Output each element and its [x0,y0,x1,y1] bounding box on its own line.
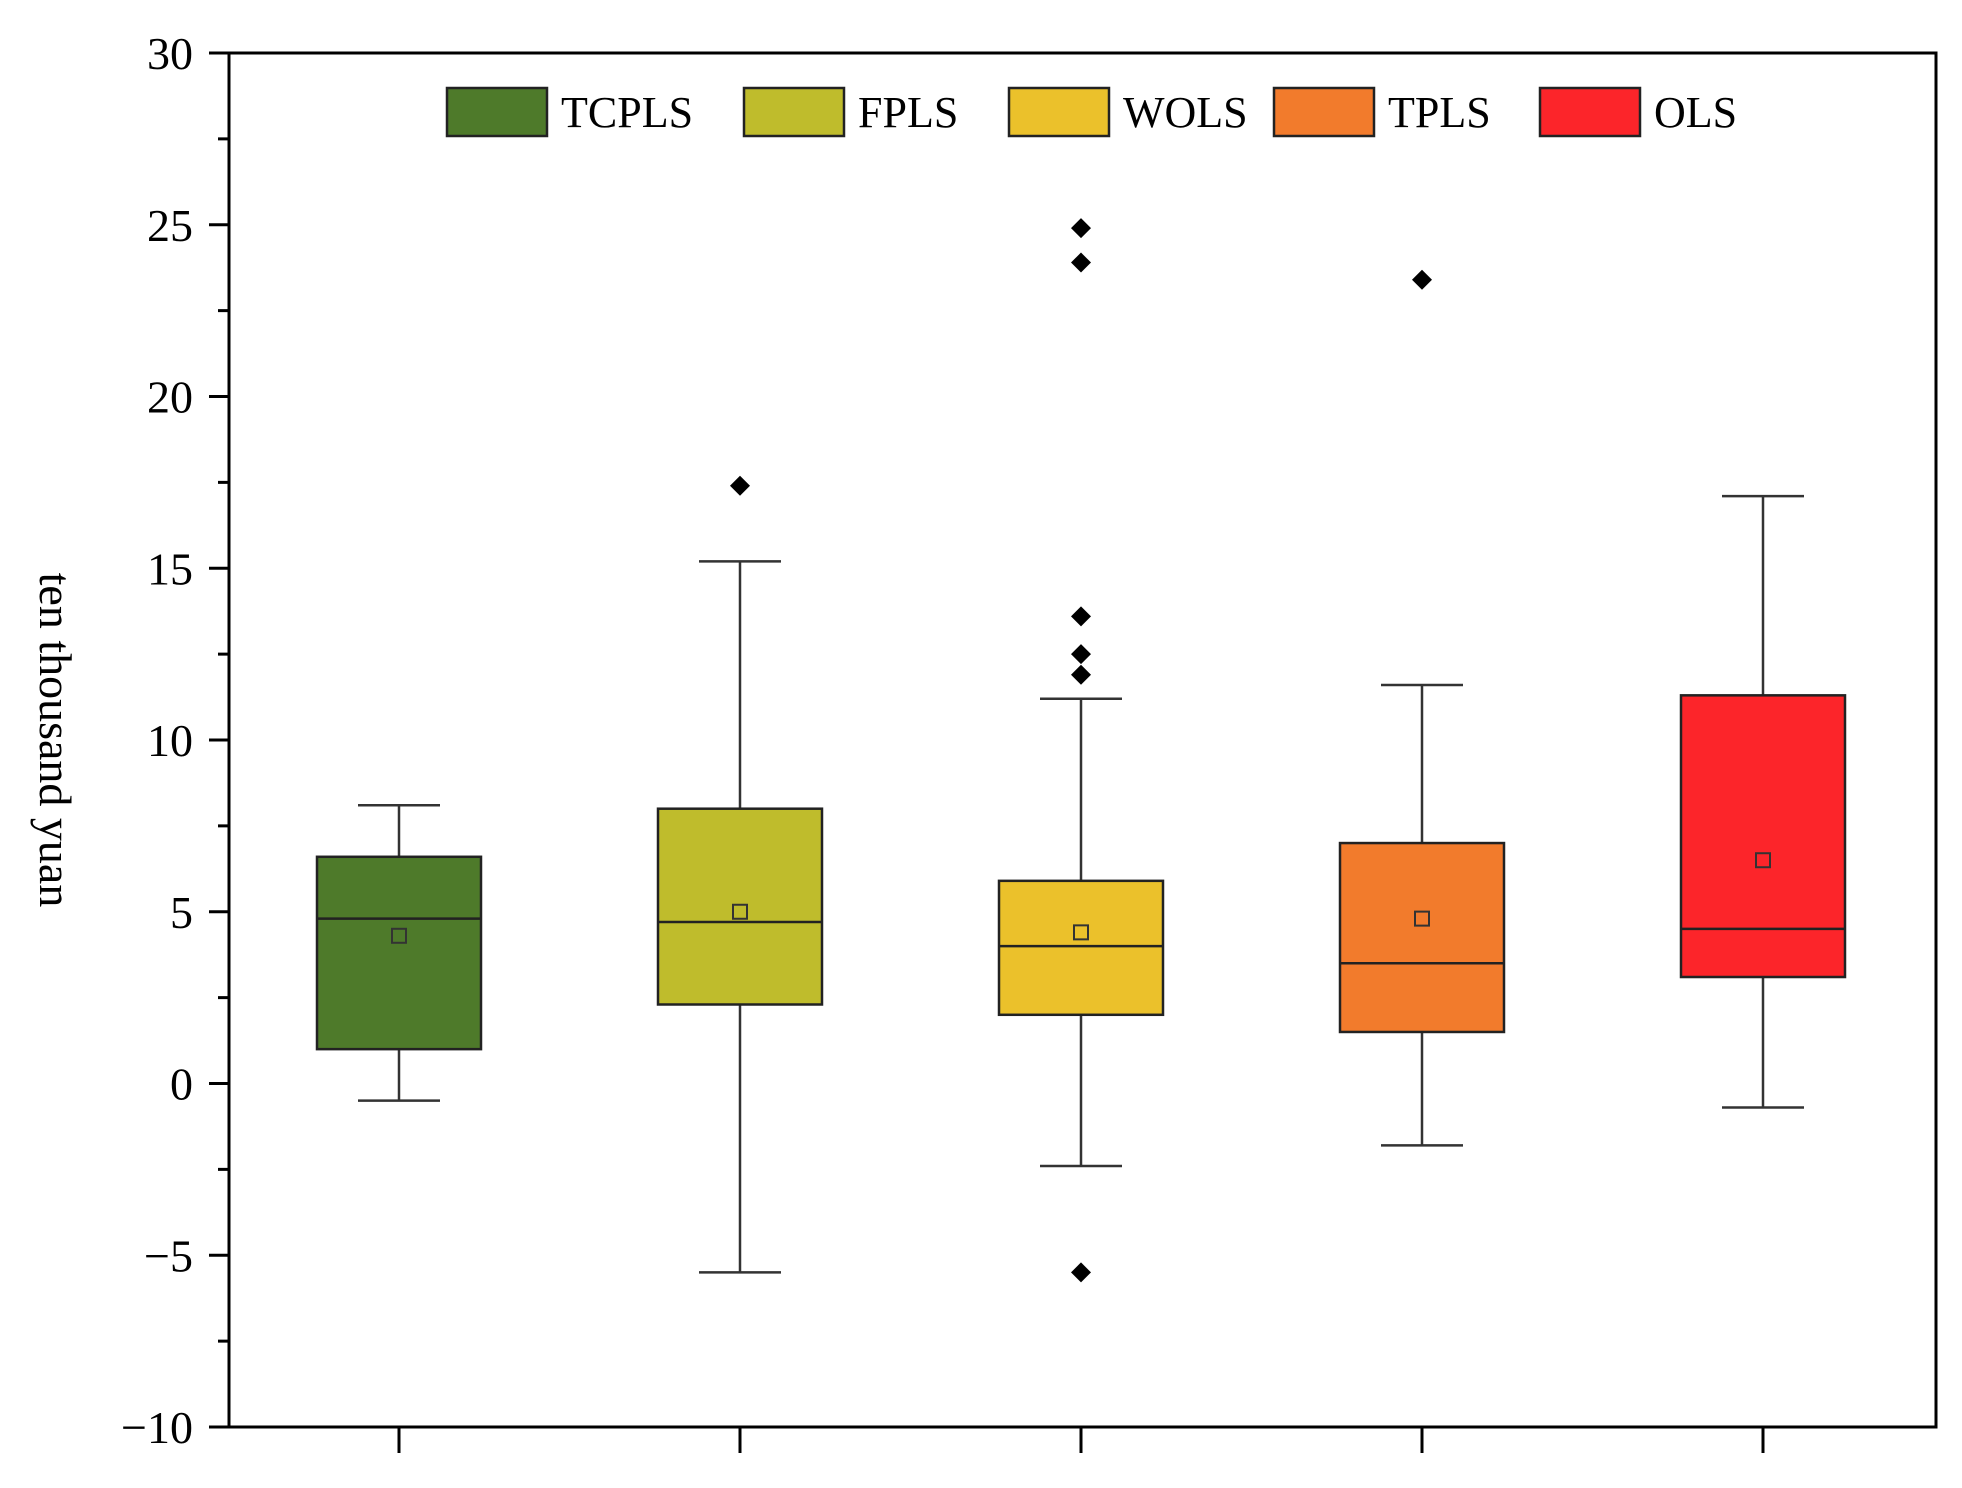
legend-swatch [1272,86,1376,138]
y-tick-label: 5 [170,887,193,938]
y-axis-title: ten thousand yuan [30,573,81,908]
y-tick-label: 15 [147,543,193,594]
box-body [1338,841,1506,1034]
legend-label: TCPLS [561,88,693,137]
outlier-point [1071,1262,1091,1283]
legend-item-tcpls: TCPLS [445,86,693,138]
legend-label: TPLS [1388,88,1491,137]
outlier-point [1071,664,1091,685]
box-fpls [656,475,824,1274]
box-body [656,807,824,1006]
mean-marker [1414,910,1430,927]
legend: TCPLS FPLS WOLS TPLS OLS [445,86,1737,138]
outlier-point [1412,269,1432,290]
legend-label: WOLS [1123,88,1248,137]
mean-marker [732,903,748,920]
outlier-point [1071,252,1091,273]
legend-item-wols: WOLS [1007,86,1248,138]
boxes [315,218,1847,1283]
mean-marker [1073,924,1089,941]
x-axis [397,1427,1765,1453]
box-body [315,855,483,1051]
legend-item-fpls: FPLS [742,86,958,138]
y-tick-label: −5 [144,1230,193,1281]
y-axis: −10 −5 0 5 10 15 20 25 30 [121,28,229,1453]
legend-swatch [1538,86,1642,138]
outlier-point [1071,606,1091,627]
legend-item-ols: OLS [1538,86,1737,138]
mean-marker [1755,852,1771,869]
legend-swatch [445,86,549,138]
box-body [1679,694,1847,979]
outlier-point [1071,218,1091,239]
y-tick-label: 30 [147,28,193,79]
box-body [997,879,1165,1017]
outlier-point [1071,644,1091,665]
y-tick-label: 0 [170,1059,193,1110]
mean-marker [391,927,407,944]
y-tick-label: −10 [121,1402,193,1453]
legend-label: FPLS [858,88,958,137]
box-wols [997,218,1165,1283]
y-tick-label: 10 [147,715,193,766]
legend-label: OLS [1654,88,1737,137]
box-tcpls [315,804,483,1102]
plot-frame [227,51,1938,1429]
box-tpls [1338,269,1506,1147]
legend-swatch [1007,86,1111,138]
y-tick-label: 20 [147,372,193,423]
legend-swatch [742,86,846,138]
legend-item-tpls: TPLS [1272,86,1491,138]
outlier-point [730,475,750,496]
box-ols [1679,494,1847,1109]
y-tick-label: 25 [147,200,193,251]
